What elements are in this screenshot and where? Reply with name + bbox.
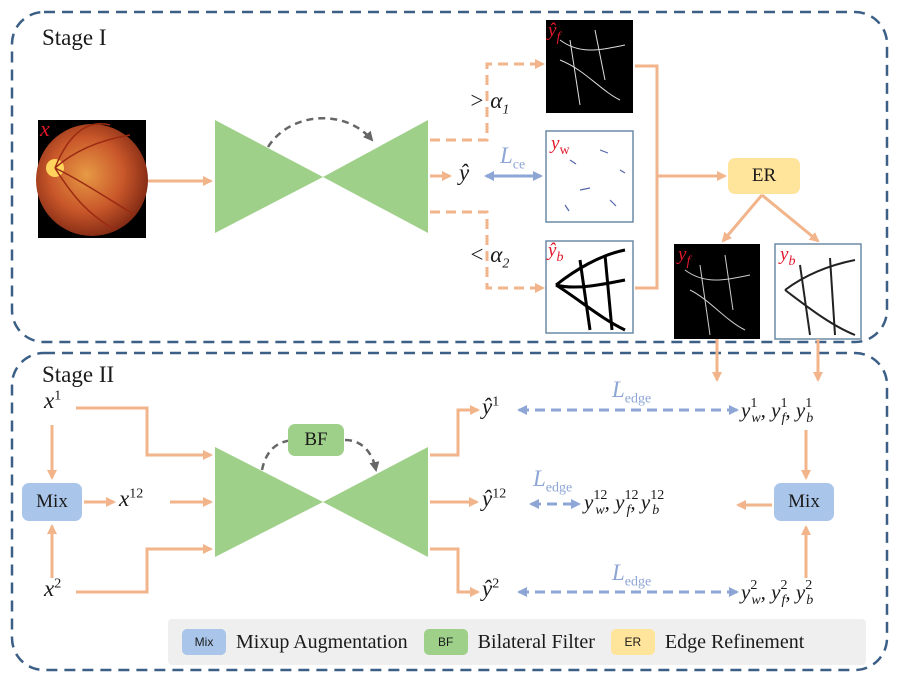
input-x-label: x xyxy=(40,116,50,141)
fundus-image xyxy=(36,120,148,238)
mix-left-box: Mix xyxy=(22,483,82,521)
legend-mix-text: Mixup Augmentation xyxy=(236,630,408,653)
arrow-to-er xyxy=(635,64,725,290)
x1-label: x1 xyxy=(44,388,62,413)
yhat2-label: ŷ2 xyxy=(482,576,500,601)
threshold-upper-label: > α1 xyxy=(469,88,510,118)
yb-label: yb xyxy=(780,244,796,269)
legend-bf-swatch: BF xyxy=(423,629,468,655)
loss-edge-label-12: Ledge xyxy=(533,466,573,496)
arrow-x1-net xyxy=(76,406,213,460)
mix-right-box: Mix xyxy=(774,483,834,521)
targets-1: y1w, y1f, y1b xyxy=(741,396,814,427)
arrow-net-yhat1 xyxy=(430,405,480,457)
arrow-x2-net xyxy=(76,544,213,594)
loss-edge-label-1: Ledge xyxy=(612,377,652,407)
thumb-yb-hat xyxy=(545,240,634,334)
yw-label: yw xyxy=(551,133,570,158)
thumb-yb xyxy=(774,243,862,340)
er-box: ER xyxy=(728,158,800,194)
x12-label: x12 xyxy=(119,486,144,511)
yf-hat-label: ŷf xyxy=(548,20,561,45)
x2-label: x2 xyxy=(44,576,62,601)
loss-edge-label-2: Ledge xyxy=(612,560,652,590)
legend-bf-text: Bilateral Filter xyxy=(477,630,595,653)
stage2-network xyxy=(215,438,428,557)
output-yhat-label: ŷ xyxy=(459,160,470,185)
stage1-network xyxy=(215,117,428,233)
bf-box: BF xyxy=(288,424,344,456)
yf-label: yf xyxy=(678,244,691,269)
branch-lower xyxy=(430,210,545,293)
targets-12: y12w, y12f, y12b xyxy=(584,488,665,519)
legend: Mix Mixup Augmentation BF Bilateral Filt… xyxy=(168,619,866,665)
threshold-lower-label: < α2 xyxy=(469,242,510,272)
legend-er-swatch: ER xyxy=(610,629,655,655)
arrow-er-yf xyxy=(721,194,764,243)
stage2-frame xyxy=(10,351,889,672)
branch-upper xyxy=(430,59,545,142)
yhat1-label: ŷ1 xyxy=(482,394,500,419)
legend-mix-swatch: Mix xyxy=(182,629,226,655)
yhat12-label: ŷ12 xyxy=(482,486,507,511)
thumb-yf-hat xyxy=(546,20,633,113)
thumb-yf xyxy=(674,244,760,339)
arrow-er-yb xyxy=(761,193,820,243)
stage1-frame xyxy=(10,10,889,344)
arrow-net-yhat2 xyxy=(430,547,480,597)
stage1-title: Stage I xyxy=(42,25,107,50)
targets-2: y2w, y2f, y2b xyxy=(741,578,814,609)
thumb-yw xyxy=(545,130,634,223)
yb-hat-label: ŷb xyxy=(548,240,564,265)
legend-er-text: Edge Refinement xyxy=(664,630,805,653)
loss-ce-label: Lce xyxy=(500,143,526,173)
stage2-title: Stage II xyxy=(42,362,115,387)
